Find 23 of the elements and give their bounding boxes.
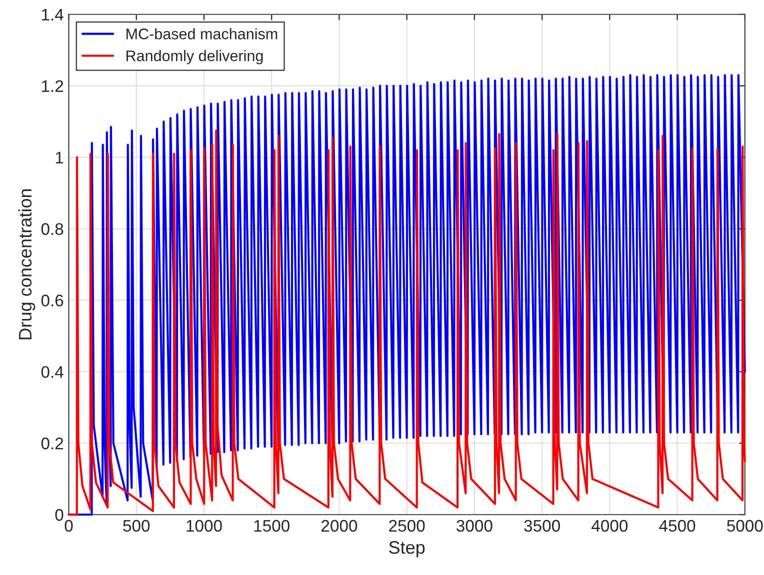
y-tick-label: 0.4 xyxy=(41,366,64,378)
y-tick-label: 0 xyxy=(55,509,64,521)
x-tick-label: 2500 xyxy=(389,520,425,532)
x-tick-label: 5000 xyxy=(727,520,763,532)
x-tick-label: 3000 xyxy=(456,520,492,532)
x-tick-label: 0 xyxy=(64,520,73,532)
y-tick-label: 0.8 xyxy=(41,223,64,235)
y-tick-label: 0.6 xyxy=(41,294,64,306)
x-tick-label: 4000 xyxy=(592,520,628,532)
x-tick-label: 1500 xyxy=(254,520,290,532)
y-axis-title: Drug concentration xyxy=(18,189,36,340)
y-tick-label: 0.2 xyxy=(41,438,64,450)
legend-label: Randomly delivering xyxy=(126,50,263,64)
x-axis-title: Step xyxy=(389,541,425,558)
x-tick-label: 3500 xyxy=(524,520,560,532)
y-tick-label: 1.2 xyxy=(42,80,64,92)
x-tick-label: 2000 xyxy=(322,520,358,532)
y-tick-label: 1.4 xyxy=(42,8,64,20)
x-tick-label: 4500 xyxy=(659,520,696,532)
x-tick-label: 500 xyxy=(123,520,150,532)
y-tick-label: 1 xyxy=(56,152,64,164)
legend-label: MC-based machanism xyxy=(126,28,278,40)
x-tick-label: 1000 xyxy=(186,520,222,532)
